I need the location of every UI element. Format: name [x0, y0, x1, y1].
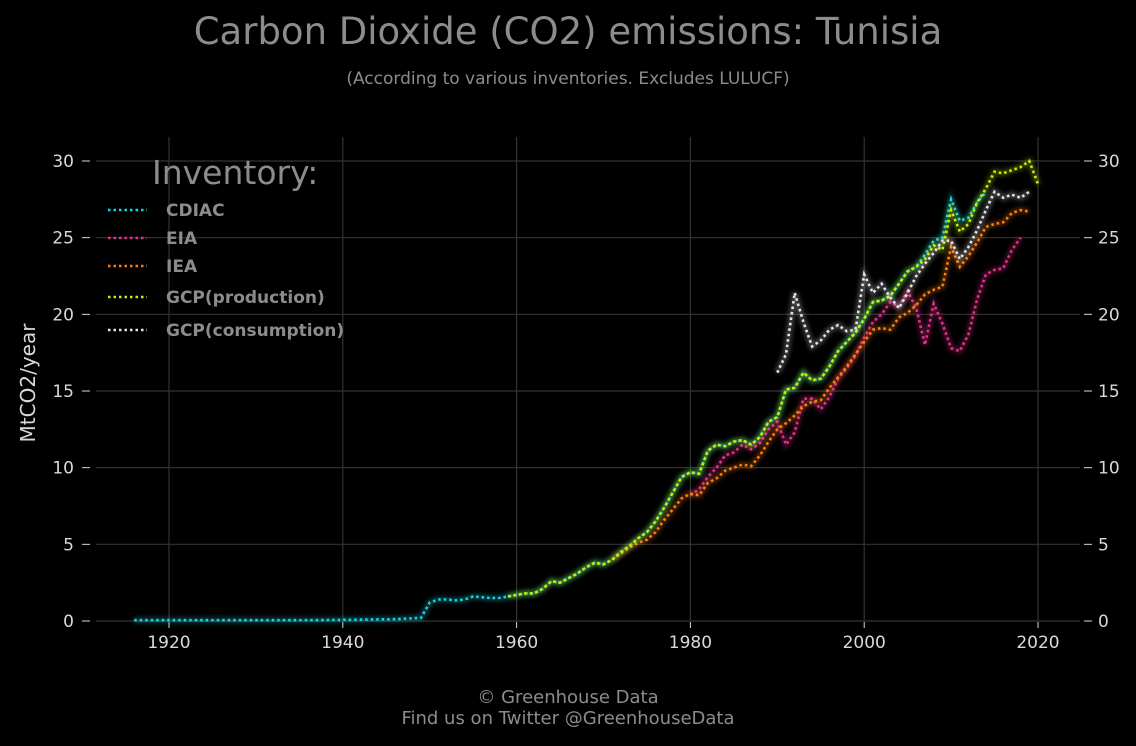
x-tick-label: 2020 [1016, 633, 1059, 653]
y-tick-label-right: 10 [1098, 459, 1120, 479]
y-tick-label-left: 20 [52, 305, 74, 325]
x-tick-label: 1960 [495, 633, 538, 653]
x-tick-label: 2000 [843, 633, 886, 653]
x-tick-label: 1940 [321, 633, 364, 653]
y-tick-label-right: 30 [1098, 152, 1120, 172]
y-tick-label-left: 10 [52, 459, 74, 479]
series-group [134, 156, 1041, 624]
legend-label-gcp-consumption: GCP(consumption) [166, 321, 344, 341]
x-tick-label: 1920 [147, 633, 190, 653]
series-line-iea [611, 208, 1030, 561]
series-glow-gcp-production [507, 156, 1041, 600]
footer-credit: © Greenhouse Data [477, 687, 659, 708]
y-tick-label-left: 25 [52, 229, 74, 249]
series-line-cdiac [134, 190, 987, 622]
y-tick-label-left: 0 [63, 612, 74, 632]
series-line-gcp-consumption [776, 189, 1031, 374]
y-tick-label-left: 15 [52, 382, 74, 402]
y-tick-label-right: 25 [1098, 229, 1120, 249]
legend-label-cdiac: CDIAC [166, 201, 225, 221]
legend-label-iea: IEA [166, 257, 198, 277]
x-tick-label: 1980 [669, 633, 712, 653]
y-tick-label-right: 15 [1098, 382, 1120, 402]
legend-label-eia: EIA [166, 229, 198, 249]
y-tick-label-right: 5 [1098, 535, 1109, 555]
chart-title: Carbon Dioxide (CO2) emissions: Tunisia [193, 10, 943, 53]
chart-subtitle: (According to various inventories. Exclu… [346, 69, 790, 89]
series-line-gcp-production [507, 158, 1040, 598]
series-glow-eia [688, 235, 1024, 498]
y-tick-label-right: 20 [1098, 305, 1120, 325]
footer-twitter: Find us on Twitter @GreenhouseData [401, 708, 735, 729]
legend-label-gcp-production: GCP(production) [166, 288, 325, 308]
legend-title: Inventory: [152, 153, 318, 192]
series-glow-cdiac [134, 189, 989, 624]
y-tick-label-right: 0 [1098, 612, 1109, 632]
y-tick-label-left: 30 [52, 152, 74, 172]
legend: Inventory: CDIAC EIA IEA GCP(production) GCP… [108, 153, 344, 341]
y-axis-label: MtCO2/year [16, 323, 40, 443]
series-line-eia [689, 236, 1022, 497]
grid [96, 137, 1080, 622]
y-tick-label-left: 5 [63, 535, 74, 555]
